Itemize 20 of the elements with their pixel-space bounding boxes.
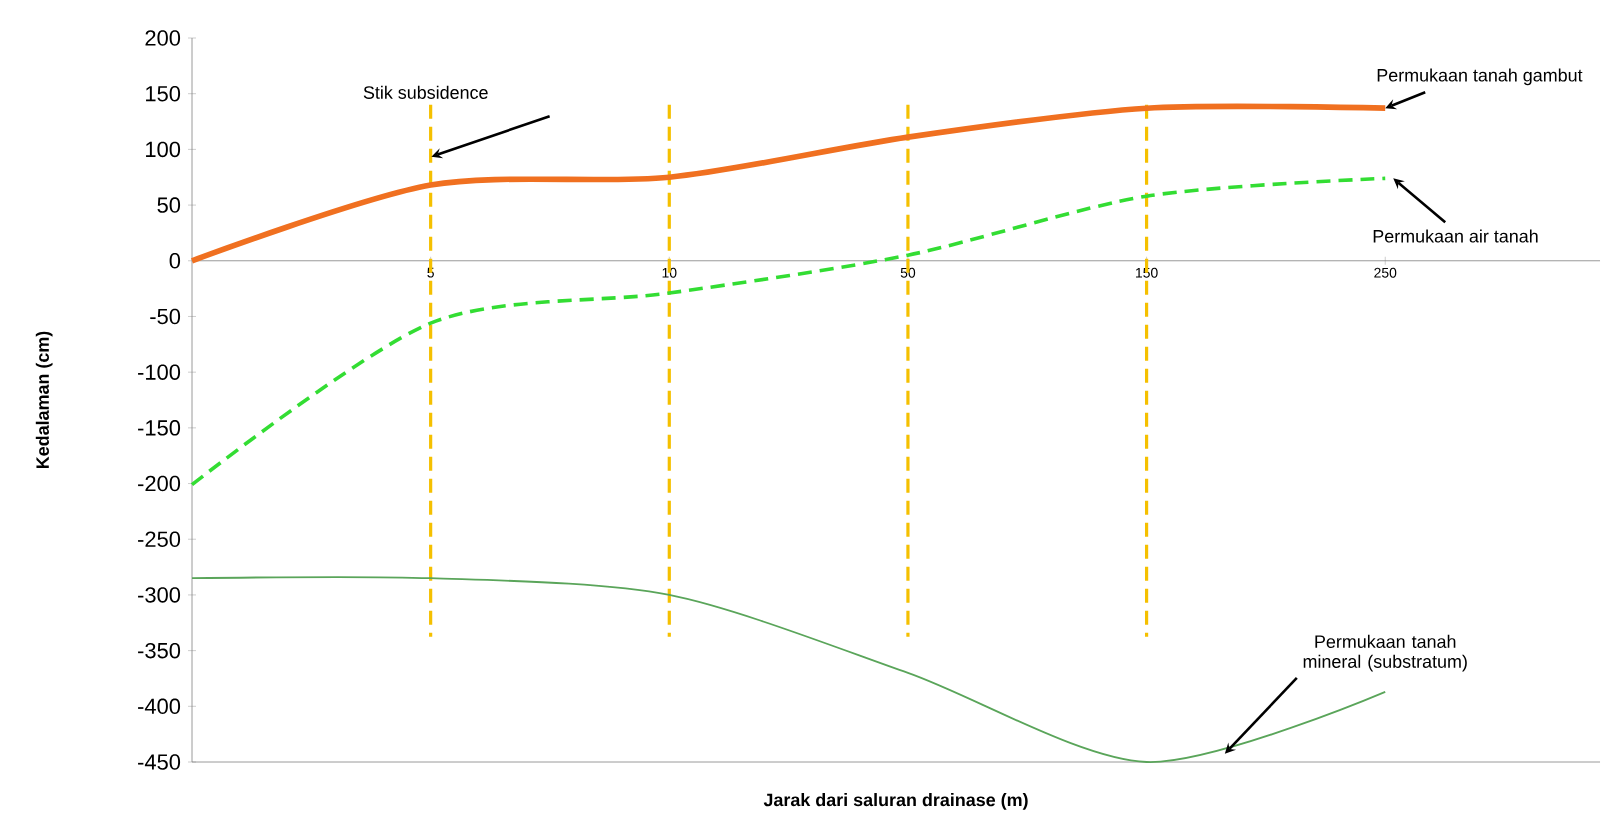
y-tick-label: -400	[138, 698, 181, 715]
y-tick-label: 200	[145, 30, 181, 46]
text: Permukaan air tanah	[1373, 229, 1538, 243]
y-axis-title: Kedalaman (cm)	[35, 331, 53, 469]
y-tick-label: -50	[150, 308, 181, 325]
y-tick-label: 100	[146, 141, 181, 158]
x-tick-label: 0	[169, 253, 181, 269]
y-tick-label: -350	[138, 642, 181, 659]
series-label: Permukaan tanah gambut	[1377, 68, 1583, 86]
y-tick-label: -450	[138, 754, 181, 770]
text: Permukaan tanah mineral (substratum)	[1303, 634, 1467, 672]
y-tick-label: 50	[157, 197, 181, 213]
y-tick-label: -200	[138, 475, 181, 492]
annotation: Stik subsidence	[363, 85, 488, 99]
y-tick-label: -150	[138, 420, 181, 436]
y-tick-label: -100	[138, 364, 181, 380]
y-tick-label: -300	[138, 587, 181, 603]
x-axis-title: Jarak dari saluran drainase (m)	[763, 793, 1028, 810]
y-tick-label: 150	[146, 85, 181, 102]
y-tick-label: -250	[138, 531, 181, 547]
